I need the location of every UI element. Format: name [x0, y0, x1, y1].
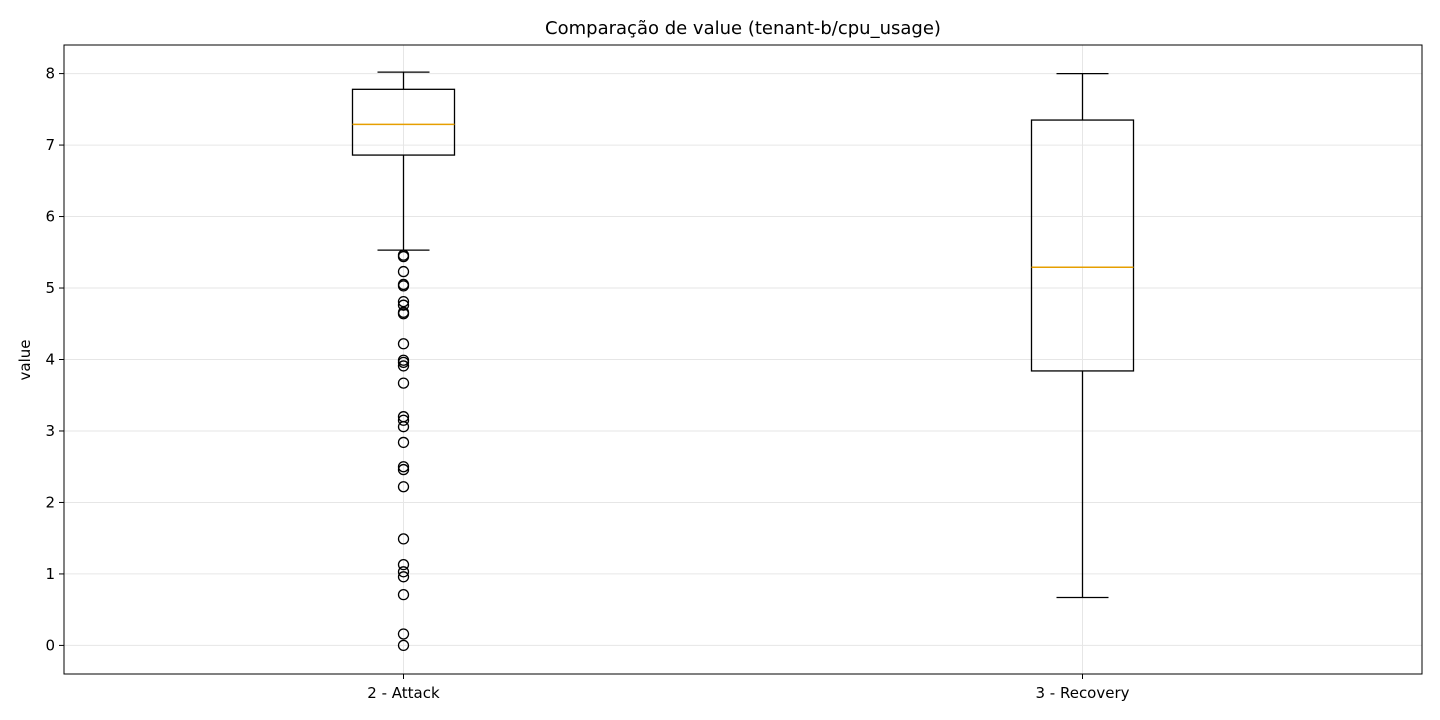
- chart-title: Comparação de value (tenant-b/cpu_usage): [545, 18, 941, 39]
- box-group-2: [1030, 72, 1135, 599]
- iqr-box: [351, 88, 456, 156]
- outlier-point: [397, 356, 410, 369]
- y-tick-label: 8: [45, 65, 55, 83]
- x-tick-label: 2 - Attack: [367, 684, 440, 702]
- iqr-box: [1030, 119, 1135, 372]
- outlier-point: [397, 558, 410, 571]
- outlier-point: [397, 360, 410, 372]
- y-tick-label: 1: [45, 565, 55, 583]
- outlier-point: [397, 421, 410, 433]
- plot-layer: [351, 71, 1135, 652]
- outlier-point: [397, 308, 410, 320]
- y-tick-label: 3: [45, 422, 55, 440]
- outlier-point: [397, 338, 410, 350]
- grid-layer: [64, 45, 1422, 674]
- outlier-point: [397, 481, 410, 493]
- outlier-point: [397, 533, 410, 545]
- outlier-point: [397, 280, 410, 292]
- y-tick-label: 7: [45, 136, 55, 154]
- x-tick-label: 3 - Recovery: [1035, 684, 1129, 702]
- outlier-point: [397, 377, 410, 389]
- outlier-point: [397, 639, 410, 652]
- axis-layer: 0 1 2 3 4 5 6 7 8 2 - Attack 3 - Recovery: [45, 44, 1423, 702]
- outlier-point: [397, 628, 410, 640]
- outlier-point: [397, 436, 410, 449]
- outlier-point: [397, 265, 410, 278]
- y-tick-label: 0: [45, 636, 55, 654]
- outlier-point: [397, 414, 410, 426]
- y-tick-label: 5: [45, 279, 55, 297]
- y-axis-label: value: [16, 340, 34, 381]
- box-group-1: [351, 71, 456, 652]
- outlier-point: [397, 295, 410, 308]
- outlier-point: [397, 299, 410, 311]
- outlier-point: [397, 571, 410, 583]
- y-tick-label: 4: [45, 351, 55, 369]
- outlier-point: [397, 461, 410, 473]
- outlier-point: [397, 463, 410, 476]
- y-tick-label: 6: [45, 208, 55, 226]
- plot-frame: [63, 44, 1423, 675]
- outlier-point: [397, 589, 410, 601]
- outlier-point: [397, 566, 410, 578]
- y-tick-label: 2: [45, 493, 55, 511]
- outlier-point: [397, 250, 410, 263]
